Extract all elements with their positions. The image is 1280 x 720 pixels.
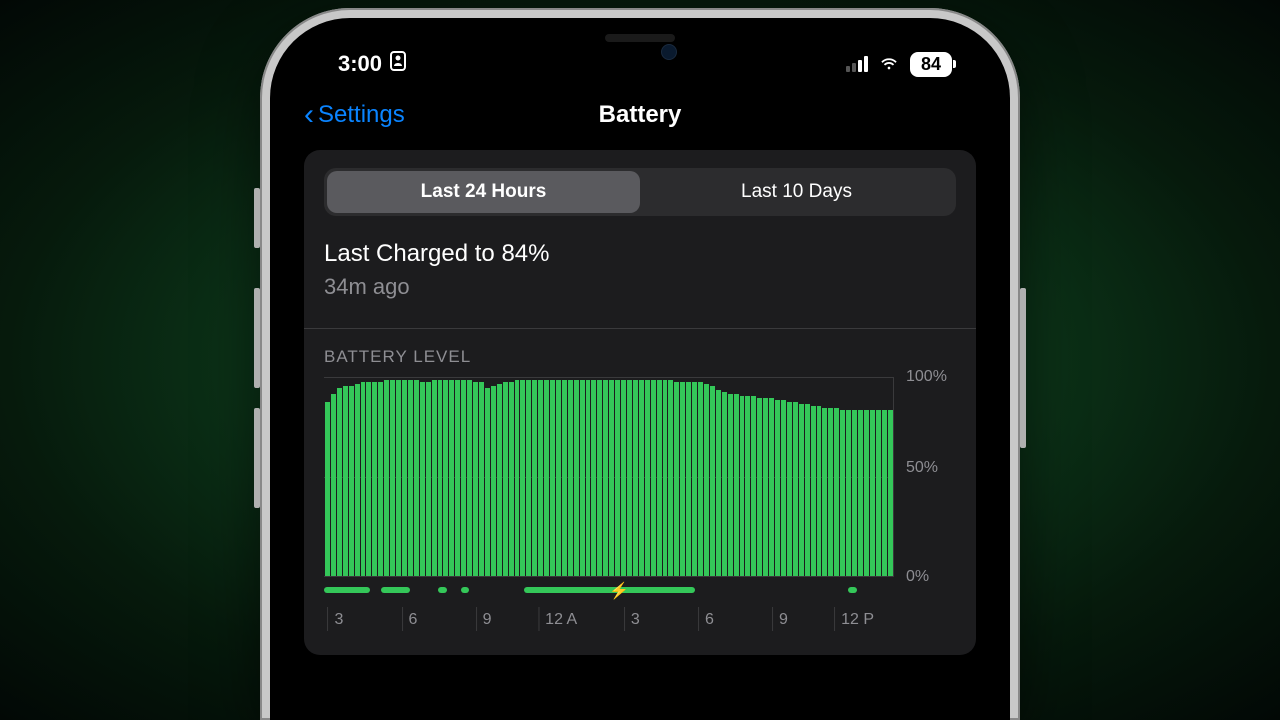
wifi-icon xyxy=(878,51,900,78)
mute-switch xyxy=(254,188,260,248)
divider xyxy=(304,328,976,329)
y-tick-0: 0% xyxy=(906,568,956,586)
battery-status-icon: 84 xyxy=(910,52,952,77)
chart-y-axis: 100% 50% 0% xyxy=(906,377,956,577)
back-button[interactable]: ‹ Settings xyxy=(304,100,405,130)
cellular-signal-icon xyxy=(846,56,868,72)
back-label: Settings xyxy=(318,101,405,129)
power-button xyxy=(1020,288,1026,448)
contact-card-icon xyxy=(390,51,406,77)
y-tick-100: 100% xyxy=(906,368,956,386)
x-tick: 6 xyxy=(698,607,714,631)
chart-x-axis: 3 6 9 12 A 3 6 9 12 P xyxy=(324,607,894,635)
tab-last-10-days[interactable]: Last 10 Days xyxy=(640,171,953,213)
last-charged-title: Last Charged to 84% xyxy=(324,240,956,268)
charging-timeline: ⚡ xyxy=(324,581,894,599)
notch xyxy=(525,22,755,64)
tab-last-24-hours[interactable]: Last 24 Hours xyxy=(327,171,640,213)
nav-bar: ‹ Settings Battery xyxy=(274,84,1006,150)
x-tick: 6 xyxy=(402,607,418,631)
battery-percent: 84 xyxy=(921,54,941,74)
screen: 3:00 84 xyxy=(274,22,1006,720)
x-tick: 9 xyxy=(772,607,788,631)
page-title: Battery xyxy=(599,101,682,129)
battery-card: Last 24 Hours Last 10 Days Last Charged … xyxy=(304,150,976,655)
x-tick: 12 P xyxy=(834,607,874,631)
volume-down-button xyxy=(254,408,260,508)
y-tick-50: 50% xyxy=(906,459,956,477)
x-tick: 3 xyxy=(624,607,640,631)
x-tick: 9 xyxy=(476,607,492,631)
phone-frame: 3:00 84 xyxy=(260,8,1020,720)
battery-level-chart xyxy=(324,377,894,577)
front-camera xyxy=(661,44,677,60)
x-tick: 3 xyxy=(327,607,343,631)
x-tick: 12 A xyxy=(538,607,577,631)
last-charged-subtitle: 34m ago xyxy=(324,274,956,300)
time-range-segment: Last 24 Hours Last 10 Days xyxy=(324,168,956,216)
battery-level-label: BATTERY LEVEL xyxy=(324,347,956,367)
volume-up-button xyxy=(254,288,260,388)
charging-bolt-icon: ⚡ xyxy=(609,581,629,601)
chevron-left-icon: ‹ xyxy=(304,100,314,130)
status-time: 3:00 xyxy=(338,51,382,77)
